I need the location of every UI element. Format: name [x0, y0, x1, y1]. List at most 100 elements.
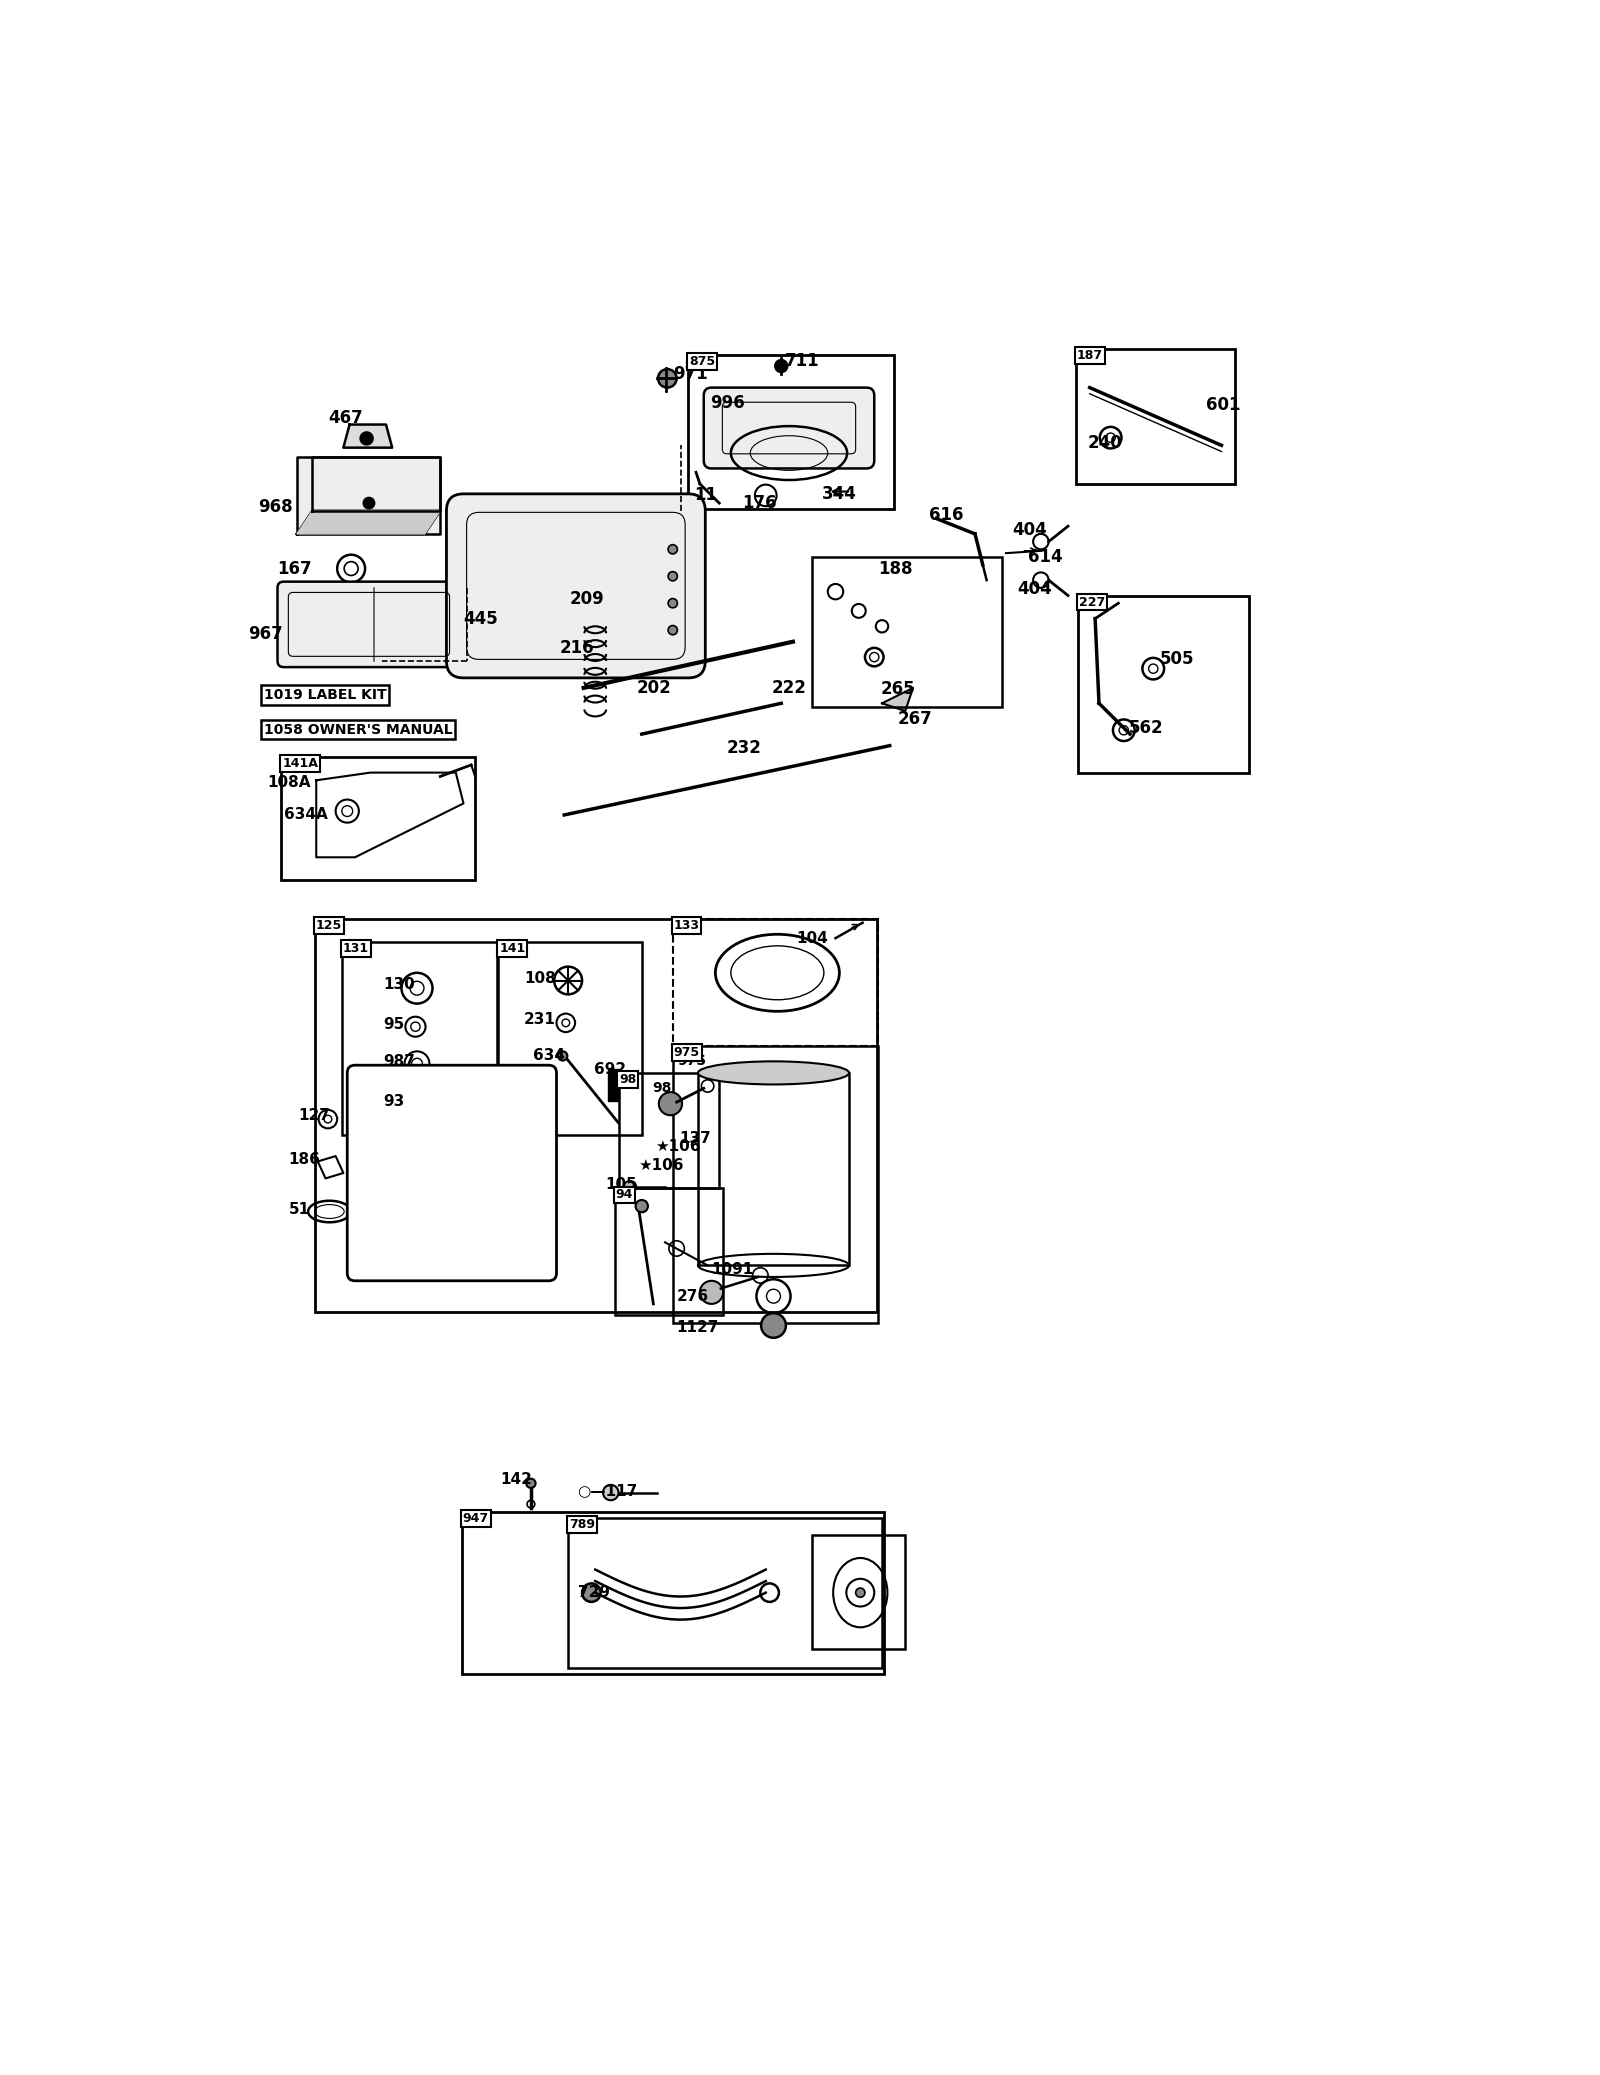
Circle shape	[856, 1587, 866, 1598]
Text: 601: 601	[1206, 396, 1240, 413]
Circle shape	[363, 498, 374, 508]
Circle shape	[669, 571, 677, 581]
Polygon shape	[882, 689, 914, 712]
Text: 167: 167	[277, 560, 312, 577]
Text: 222: 222	[771, 679, 806, 697]
Circle shape	[669, 598, 677, 608]
Circle shape	[360, 432, 373, 444]
Text: 186: 186	[288, 1152, 320, 1168]
Text: 968: 968	[258, 498, 293, 517]
Text: 240: 240	[1088, 434, 1122, 452]
Text: 875: 875	[690, 355, 715, 367]
Text: 94: 94	[616, 1189, 632, 1201]
Bar	[619, 1073, 720, 1189]
Text: 137: 137	[680, 1131, 712, 1145]
Text: ★106: ★106	[654, 1139, 701, 1154]
Circle shape	[774, 359, 787, 371]
Text: 975: 975	[677, 1054, 707, 1069]
Ellipse shape	[698, 1060, 850, 1085]
Text: 634A: 634A	[283, 807, 328, 822]
Text: 98: 98	[653, 1081, 672, 1096]
Circle shape	[558, 1052, 568, 1060]
Text: 344: 344	[821, 486, 856, 502]
Text: 971: 971	[672, 365, 707, 382]
Text: 267: 267	[898, 710, 933, 728]
Bar	[282, 757, 475, 880]
Circle shape	[699, 1280, 723, 1303]
Text: 404: 404	[1018, 581, 1053, 598]
Circle shape	[659, 1091, 682, 1114]
Text: 188: 188	[878, 560, 912, 577]
Text: 232: 232	[726, 739, 762, 757]
Bar	[1078, 596, 1248, 772]
Text: 209: 209	[570, 591, 605, 608]
Text: 125: 125	[315, 919, 342, 932]
Text: 562: 562	[1130, 718, 1163, 737]
Text: 1127: 1127	[677, 1320, 718, 1334]
Bar	[342, 942, 498, 1135]
Circle shape	[846, 1579, 874, 1606]
Text: 445: 445	[464, 610, 498, 627]
Text: ★106: ★106	[638, 1158, 683, 1172]
Text: 142: 142	[501, 1471, 533, 1488]
Text: 51: 51	[288, 1201, 309, 1218]
Text: 634: 634	[533, 1048, 565, 1064]
Text: 227: 227	[1078, 596, 1106, 608]
Polygon shape	[298, 510, 440, 533]
Text: 616: 616	[928, 506, 963, 523]
Bar	[462, 1513, 885, 1675]
Circle shape	[669, 625, 677, 635]
Text: 975: 975	[674, 1046, 699, 1058]
Text: 93: 93	[384, 1094, 405, 1108]
Text: 614: 614	[1027, 548, 1062, 566]
Text: 104: 104	[797, 932, 829, 946]
Bar	[672, 919, 878, 1046]
Text: 131: 131	[342, 942, 368, 955]
Polygon shape	[344, 425, 392, 448]
Text: 108: 108	[523, 971, 555, 986]
Text: 98: 98	[619, 1073, 637, 1085]
Text: 1091: 1091	[712, 1262, 754, 1276]
Text: 404: 404	[1013, 521, 1046, 540]
Text: 467: 467	[328, 409, 363, 427]
Text: 505: 505	[1160, 649, 1194, 668]
Text: 108A: 108A	[267, 776, 310, 791]
Text: 711: 711	[786, 351, 819, 369]
Bar	[813, 1536, 906, 1650]
Text: 947: 947	[462, 1513, 490, 1525]
Circle shape	[669, 544, 677, 554]
Text: 11: 11	[694, 486, 717, 504]
Bar	[1075, 349, 1235, 483]
Text: 141: 141	[499, 942, 525, 955]
Bar	[688, 355, 894, 508]
Bar	[608, 1069, 619, 1102]
Text: 1019 LABEL KIT: 1019 LABEL KIT	[264, 689, 386, 701]
Text: 133: 133	[674, 919, 699, 932]
Bar	[315, 919, 877, 1311]
Text: 130: 130	[384, 977, 416, 992]
Bar	[813, 556, 1002, 708]
Polygon shape	[298, 456, 440, 533]
Text: ○—117: ○—117	[578, 1484, 638, 1498]
Text: 105: 105	[605, 1177, 637, 1191]
Text: 176: 176	[742, 494, 778, 513]
Bar	[698, 1073, 850, 1266]
Text: 216: 216	[560, 639, 594, 658]
Bar	[498, 942, 642, 1135]
FancyBboxPatch shape	[277, 581, 461, 666]
Text: 187: 187	[1077, 349, 1102, 363]
Text: 729: 729	[578, 1585, 610, 1600]
Circle shape	[762, 1313, 786, 1338]
Text: 987: 987	[384, 1054, 416, 1069]
Circle shape	[526, 1479, 536, 1488]
Bar	[568, 1519, 882, 1668]
Bar	[614, 1189, 723, 1316]
Text: 692: 692	[594, 1062, 626, 1077]
Circle shape	[624, 1181, 637, 1193]
FancyBboxPatch shape	[446, 494, 706, 679]
Text: 996: 996	[710, 394, 744, 413]
Circle shape	[603, 1486, 619, 1500]
Text: 967: 967	[248, 625, 283, 643]
FancyBboxPatch shape	[347, 1064, 557, 1280]
Bar	[672, 1046, 878, 1324]
